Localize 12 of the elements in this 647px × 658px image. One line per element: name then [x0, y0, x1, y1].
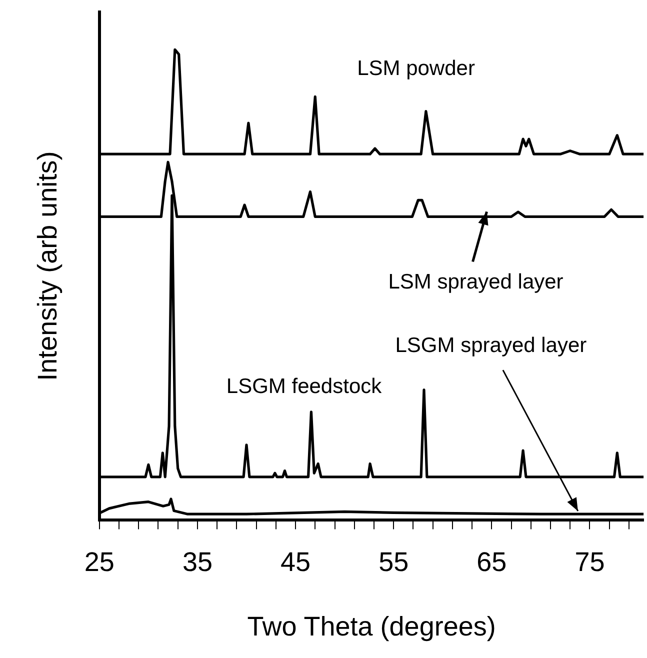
- annotation: LSM sprayed layer: [388, 270, 564, 294]
- x-tick-label: 55: [378, 546, 409, 577]
- annotation: LSGM sprayed layer: [395, 334, 587, 357]
- x-tick-label: 35: [182, 546, 212, 577]
- annotation: LSGM feedstock: [226, 374, 382, 398]
- x-tick-label: 25: [84, 546, 114, 577]
- annotation: LSM powder: [357, 56, 475, 80]
- y-axis-title: Intensity (arb units): [32, 151, 63, 381]
- x-tick-label: 45: [280, 546, 311, 577]
- x-tick-label: 75: [574, 546, 605, 577]
- x-tick-label: 65: [476, 546, 507, 577]
- x-axis-title: Two Theta (degrees): [247, 611, 496, 642]
